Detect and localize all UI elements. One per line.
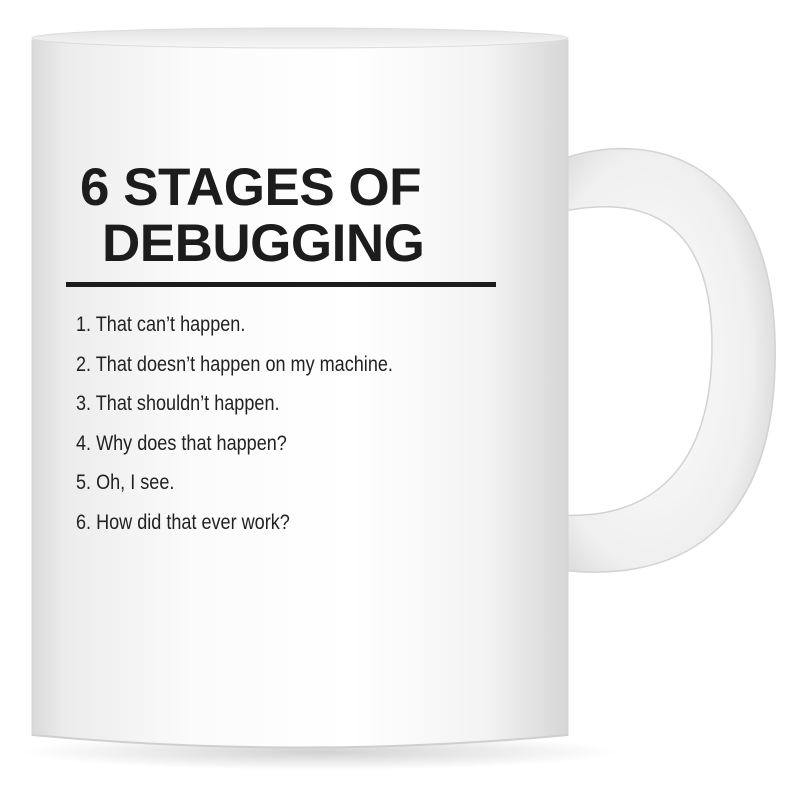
stage-item-6: 6. How did that ever work? — [76, 510, 290, 534]
stage-item-4: 4. Why does that happen? — [76, 431, 287, 455]
mug-handle — [559, 147, 776, 573]
mug-rim — [31, 27, 569, 49]
stage-item-5: 5. Oh, I see. — [76, 471, 175, 494]
mug-title-line-1: 6 STAGES OF — [80, 158, 422, 217]
mug-print: 6 STAGES OF DEBUGGING 1. That can’t happ… — [66, 160, 506, 542]
mug-base-edge — [31, 734, 569, 749]
stages-list: 1. That can’t happen. 2. That doesn’t ha… — [66, 305, 506, 542]
stage-item-1: 1. That can’t happen. — [76, 313, 246, 336]
stage-item-3: 3. That shouldn’t happen. — [76, 392, 280, 415]
stage-item-2: 2. That doesn’t happen on my machine. — [76, 352, 393, 376]
mug-title-line-2: DEBUGGING — [102, 214, 425, 273]
title-underline — [66, 282, 496, 287]
